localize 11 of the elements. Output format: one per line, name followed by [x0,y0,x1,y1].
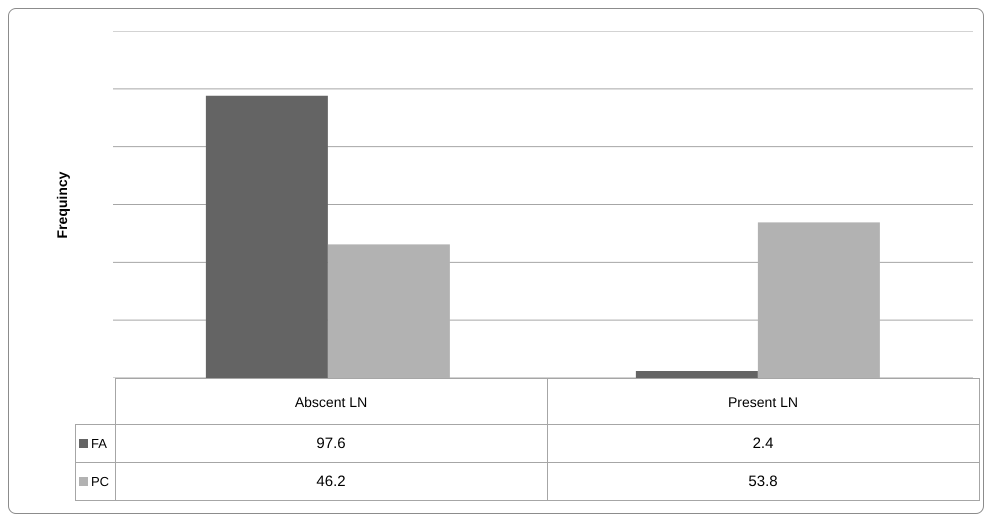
bar [636,371,758,378]
legend-label: FA [76,424,115,462]
data-label: 53.8 [547,462,979,500]
legend-label: PC [76,462,115,500]
x-tick-label: Present LN [547,378,979,424]
y-axis-title: Frequincy [54,171,70,238]
data-label: 46.2 [115,462,547,500]
data-label: 97.6 [115,424,547,462]
x-tick-label: Abscent LN [115,378,547,424]
data-label: 2.4 [547,424,979,462]
bar [206,96,328,378]
